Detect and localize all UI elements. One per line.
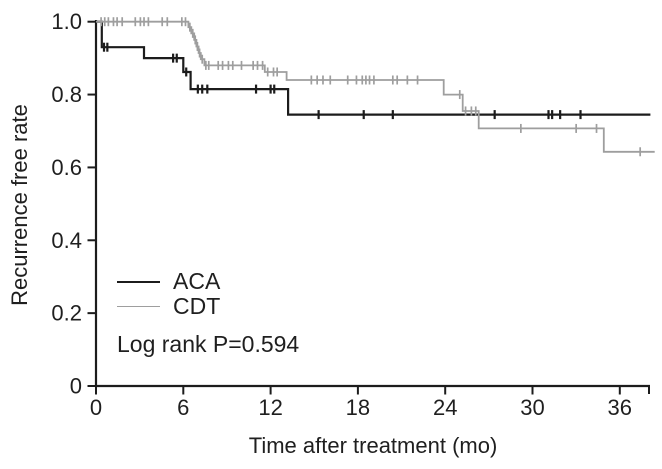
- cdt-line-swatch: [117, 306, 160, 307]
- y-tick-label: 0.8: [51, 82, 82, 107]
- y-tick-label: 0.2: [51, 301, 82, 326]
- x-axis-title: Time after treatment (mo): [248, 433, 498, 458]
- legend: ACA CDT: [117, 268, 221, 319]
- y-axis-title: Recurrence free rate: [7, 104, 32, 306]
- y-tick-label: 0.6: [51, 155, 82, 180]
- x-tick-label: 30: [520, 395, 544, 420]
- x-tick-label: 24: [433, 395, 457, 420]
- x-tick-label: 6: [177, 395, 189, 420]
- legend-label-aca: ACA: [173, 268, 221, 294]
- y-tick-label: 1.0: [51, 9, 82, 34]
- x-tick-label: 36: [608, 395, 632, 420]
- legend-item-aca: ACA: [117, 268, 221, 294]
- legend-label-cdt: CDT: [173, 293, 221, 319]
- log-rank-p-value: Log rank P=0.594: [117, 331, 300, 357]
- y-tick-label: 0: [70, 374, 82, 399]
- y-tick-label: 0.4: [51, 228, 82, 253]
- aca-line-swatch: [117, 280, 160, 283]
- series-line-cdt: [96, 20, 655, 153]
- series-line-aca: [96, 20, 651, 116]
- x-tick-label: 12: [258, 395, 282, 420]
- x-tick-label: 0: [90, 395, 102, 420]
- x-tick-label: 18: [346, 395, 370, 420]
- legend-item-cdt: CDT: [117, 293, 221, 319]
